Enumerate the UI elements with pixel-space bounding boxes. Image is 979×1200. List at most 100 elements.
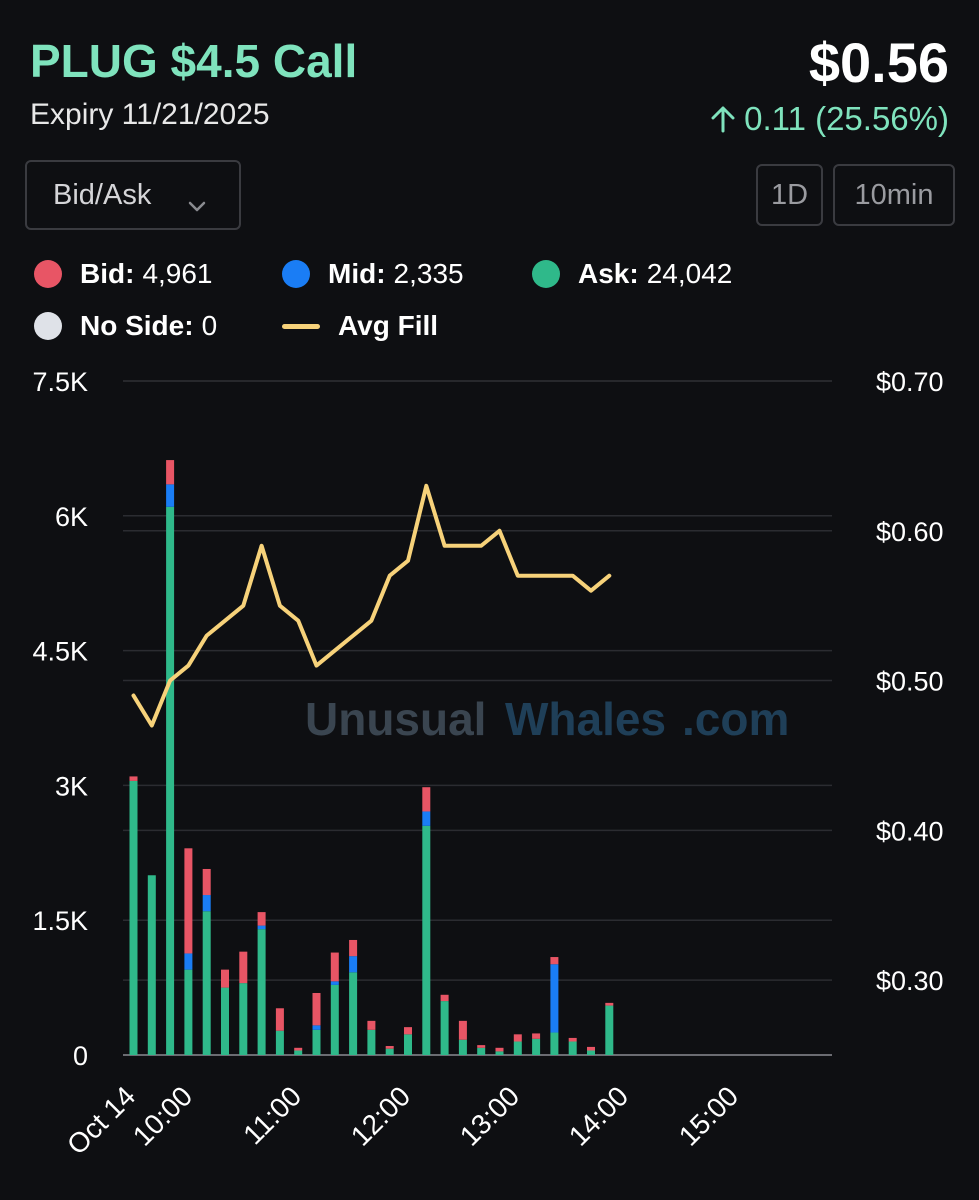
legend-bid-label: Bid:	[80, 258, 135, 289]
legend-ask[interactable]: Ask: 24,042	[532, 258, 732, 290]
right-tick-label: $0.60	[876, 517, 944, 547]
bar-ask-18	[458, 1039, 467, 1055]
x-tick-label: Oct 14	[61, 1080, 141, 1160]
left-tick-label: 1.5K	[32, 906, 88, 936]
x-tick-label: 15:00	[673, 1080, 744, 1151]
bar-ask-6	[239, 983, 248, 1055]
bar-bid-19	[477, 1045, 486, 1048]
bar-bid-3	[184, 848, 193, 954]
bar-mid-12	[349, 956, 358, 973]
x-tick-label: 11:00	[237, 1080, 307, 1150]
bar-ask-11	[330, 984, 339, 1055]
bar-mid-7	[257, 925, 266, 930]
bar-ask-20	[495, 1051, 504, 1055]
bar-ask-8	[275, 1030, 284, 1055]
contract-title: PLUG $4.5 Call	[30, 35, 358, 87]
right-tick-label: $0.70	[876, 367, 944, 397]
price-change: 0.11 (25.56%)	[708, 100, 949, 138]
legend-bid-swatch	[34, 260, 62, 288]
bar-bid-10	[312, 992, 321, 1026]
bar-bid-15	[404, 1027, 412, 1035]
bar-bid-23	[550, 957, 559, 965]
bar-ask-15	[404, 1034, 412, 1055]
bar-mid-16	[422, 811, 431, 826]
legend-no-side[interactable]: No Side: 0	[34, 310, 217, 342]
left-tick-label: 6K	[55, 502, 88, 532]
bar-ask-12	[349, 972, 358, 1055]
bar-bid-25	[587, 1046, 595, 1051]
legend-ask-value: 24,042	[646, 258, 733, 289]
legend-mid[interactable]: Mid: 2,335	[282, 258, 464, 290]
bar-ask-24	[568, 1041, 577, 1055]
bar-bid-17	[440, 994, 449, 1002]
dropdown-label: Bid/Ask	[53, 178, 152, 211]
bar-bid-18	[458, 1020, 467, 1040]
bar-ask-25	[587, 1050, 595, 1055]
right-tick-label: $0.30	[876, 966, 944, 996]
legend-no-side-swatch	[34, 312, 62, 340]
arrow-up-icon	[708, 104, 738, 134]
current-price: $0.56	[808, 31, 949, 94]
x-tick-label: 14:00	[563, 1080, 634, 1151]
bar-ask-22	[532, 1038, 541, 1055]
timeframe-1d-button[interactable]: 1D	[756, 164, 823, 226]
bar-ask-0	[129, 780, 138, 1055]
bar-ask-19	[477, 1047, 486, 1055]
legend-avg-fill-label: Avg Fill	[338, 310, 439, 341]
legend-no-side-value: 0	[201, 310, 218, 341]
watermark: Unusual Whales .com	[305, 693, 789, 745]
watermark-part3: .com	[682, 693, 789, 745]
right-tick-label: $0.40	[876, 816, 944, 846]
bar-mid-23	[550, 964, 559, 1033]
bar-mid-2	[166, 484, 175, 507]
legend-mid-swatch	[282, 260, 310, 288]
bar-ask-5	[221, 987, 229, 1055]
legend-avg-fill-swatch	[282, 323, 320, 329]
legend-ask-swatch	[532, 260, 560, 288]
watermark-part2: Whales	[505, 693, 666, 745]
bar-ask-23	[550, 1032, 559, 1055]
bar-bid-26	[605, 1002, 614, 1006]
bar-bid-11	[330, 952, 339, 982]
legend-mid-value: 2,335	[393, 258, 464, 289]
bar-bid-24	[568, 1037, 577, 1042]
bar-bid-2	[166, 460, 175, 485]
bar-bid-7	[257, 912, 266, 926]
legend-bid[interactable]: Bid: 4,961	[34, 258, 213, 290]
bar-ask-17	[440, 1001, 449, 1055]
bar-bid-21	[513, 1034, 522, 1042]
left-tick-label: 4.5K	[32, 637, 88, 667]
bid-ask-dropdown[interactable]: Bid/Ask	[25, 160, 241, 230]
bar-mid-11	[330, 981, 339, 985]
bar-ask-14	[385, 1048, 394, 1055]
legend-bid-value: 4,961	[142, 258, 213, 289]
bar-mid-10	[312, 1025, 321, 1030]
bar-mid-3	[184, 953, 193, 970]
bar-bid-0	[129, 776, 138, 781]
watermark-part1: Unusual	[305, 693, 486, 745]
avg-fill-series	[131, 483, 612, 728]
bar-ask-1	[147, 875, 156, 1055]
left-tick-label: 3K	[55, 771, 88, 801]
x-tick-label: 13:00	[454, 1080, 525, 1151]
bar-bid-8	[275, 1008, 284, 1031]
x-tick-label: 10:00	[127, 1080, 198, 1151]
bar-bid-6	[239, 951, 248, 984]
chevron-down-icon	[187, 188, 207, 221]
legend-mid-label: Mid:	[328, 258, 386, 289]
left-axis-labels: 0 1.5K 3K 4.5K 6K 7.5K	[32, 367, 88, 1071]
bar-ask-21	[513, 1041, 522, 1055]
bar-bid-13	[367, 1020, 376, 1030]
legend-no-side-label: No Side:	[80, 310, 194, 341]
legend-avg-fill[interactable]: Avg Fill	[282, 310, 446, 342]
bar-bid-5	[221, 969, 229, 988]
bar-ask-16	[422, 825, 431, 1055]
right-axis-labels: $0.30 $0.40 $0.50 $0.60 $0.70	[876, 367, 944, 996]
interval-10min-button[interactable]: 10min	[833, 164, 955, 226]
x-tick-label: 12:00	[345, 1080, 416, 1151]
bar-bid-4	[202, 868, 211, 896]
bar-ask-3	[184, 969, 193, 1055]
expiry-date: Expiry 11/21/2025	[30, 98, 270, 131]
